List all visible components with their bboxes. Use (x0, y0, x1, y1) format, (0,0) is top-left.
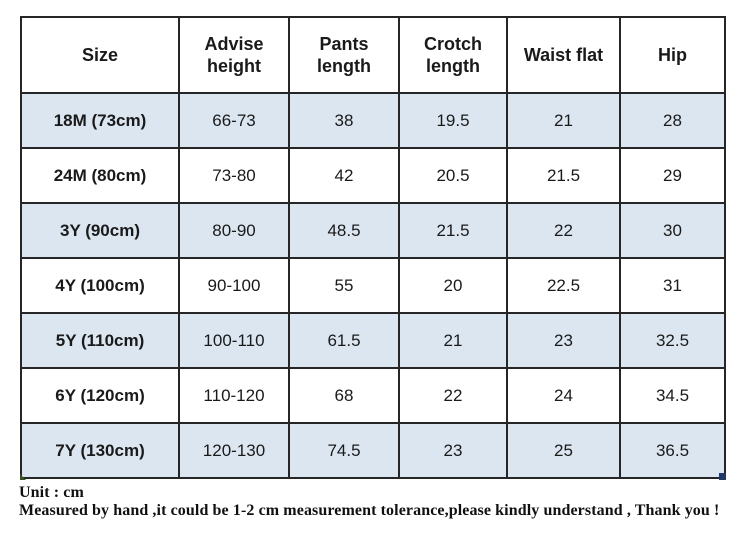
tolerance-note: Measured by hand ,it could be 1-2 cm mea… (19, 502, 720, 519)
value-cell: 74.5 (288, 422, 400, 479)
value-cell: 25 (506, 422, 621, 479)
value-cell: 110-120 (178, 367, 290, 424)
value-cell: 31 (619, 257, 726, 314)
value-cell: 21 (506, 92, 621, 149)
size-cell: 4Y (100cm) (20, 257, 180, 314)
table-row: 3Y (90cm) 80-90 48.5 21.5 22 30 (20, 202, 726, 259)
size-cell: 18M (73cm) (20, 92, 180, 149)
header-cell-hip: Hip (619, 16, 726, 94)
header-cell-crotch-length: Crotch length (398, 16, 508, 94)
value-cell: 22 (506, 202, 621, 259)
table-row: 4Y (100cm) 90-100 55 20 22.5 31 (20, 257, 726, 314)
footer-note: Unit : cm Measured by hand ,it could be … (19, 484, 739, 520)
unit-label: Unit : cm (19, 484, 84, 501)
value-cell: 22.5 (506, 257, 621, 314)
value-cell: 48.5 (288, 202, 400, 259)
header-cell-pants-length: Pants length (288, 16, 400, 94)
value-cell: 21.5 (506, 147, 621, 204)
value-cell: 42 (288, 147, 400, 204)
size-cell: 3Y (90cm) (20, 202, 180, 259)
value-cell: 55 (288, 257, 400, 314)
table-row: 6Y (120cm) 110-120 68 22 24 34.5 (20, 367, 726, 424)
value-cell: 120-130 (178, 422, 290, 479)
value-cell: 20.5 (398, 147, 508, 204)
value-cell: 36.5 (619, 422, 726, 479)
value-cell: 66-73 (178, 92, 290, 149)
value-cell: 73-80 (178, 147, 290, 204)
value-cell: 38 (288, 92, 400, 149)
selection-corner-green-icon (20, 474, 26, 480)
value-cell: 22 (398, 367, 508, 424)
value-cell: 34.5 (619, 367, 726, 424)
table-row: 24M (80cm) 73-80 42 20.5 21.5 29 (20, 147, 726, 204)
table-row: 7Y (130cm) 120-130 74.5 23 25 36.5 (20, 422, 726, 479)
value-cell: 21 (398, 312, 508, 369)
value-cell: 20 (398, 257, 508, 314)
value-cell: 32.5 (619, 312, 726, 369)
value-cell: 24 (506, 367, 621, 424)
value-cell: 80-90 (178, 202, 290, 259)
value-cell: 23 (506, 312, 621, 369)
header-cell-size: Size (20, 16, 180, 94)
value-cell: 29 (619, 147, 726, 204)
table-row: 5Y (110cm) 100-110 61.5 21 23 32.5 (20, 312, 726, 369)
value-cell: 68 (288, 367, 400, 424)
value-cell: 61.5 (288, 312, 400, 369)
size-cell: 5Y (110cm) (20, 312, 180, 369)
selection-handle-icon (719, 473, 726, 480)
size-cell: 7Y (130cm) (20, 422, 180, 479)
size-chart-table: Size Advise height Pants length Crotch l… (20, 16, 726, 479)
header-cell-waist-flat: Waist flat (506, 16, 621, 94)
header-row: Size Advise height Pants length Crotch l… (20, 16, 726, 94)
value-cell: 90-100 (178, 257, 290, 314)
value-cell: 21.5 (398, 202, 508, 259)
value-cell: 19.5 (398, 92, 508, 149)
header-cell-advise-height: Advise height (178, 16, 290, 94)
value-cell: 28 (619, 92, 726, 149)
table-row: 18M (73cm) 66-73 38 19.5 21 28 (20, 92, 726, 149)
size-cell: 24M (80cm) (20, 147, 180, 204)
value-cell: 100-110 (178, 312, 290, 369)
value-cell: 30 (619, 202, 726, 259)
value-cell: 23 (398, 422, 508, 479)
size-cell: 6Y (120cm) (20, 367, 180, 424)
